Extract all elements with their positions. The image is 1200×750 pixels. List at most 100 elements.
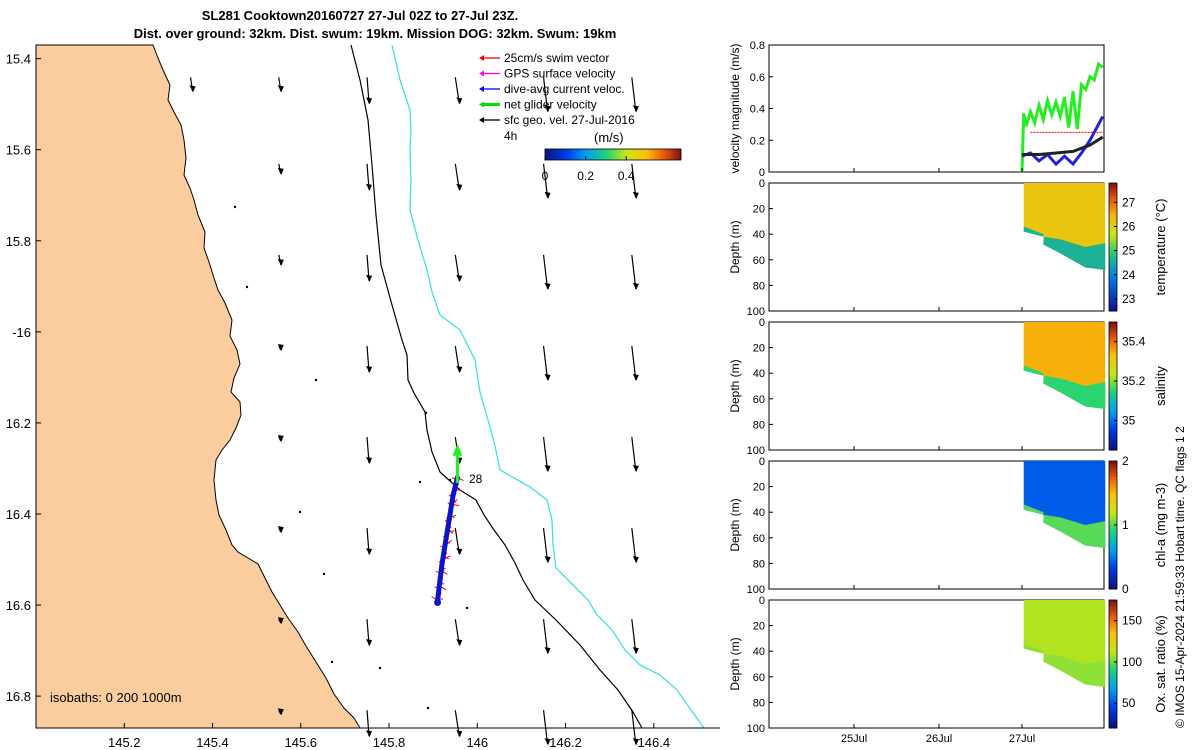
- section-colorbar-swatch: [1109, 521, 1117, 526]
- colorbar-swatch: [557, 149, 560, 160]
- map-y-tick-label: 16.2: [6, 416, 31, 431]
- section-colorbar-swatch: [1109, 654, 1117, 659]
- section-colorbar-swatch: [1109, 331, 1117, 336]
- section-colorbar-tick-label: 50: [1122, 696, 1136, 710]
- section-colorbar-swatch: [1109, 708, 1117, 713]
- colorbar-swatch: [583, 149, 586, 160]
- depth-tick-label: 20: [753, 621, 765, 633]
- arrow-head: [632, 373, 639, 381]
- section-colorbar-swatch: [1109, 680, 1117, 684]
- colorbar-swatch: [651, 149, 654, 160]
- section-colorbar-swatch: [1109, 609, 1117, 614]
- section-colorbar-swatch: [1109, 405, 1117, 409]
- arrow-head: [456, 548, 463, 556]
- arrow-head: [456, 730, 463, 738]
- map-x-tick-label: 146: [466, 735, 488, 750]
- colorbar-swatch: [585, 149, 588, 160]
- depth-axis-label: Depth (m): [728, 637, 742, 690]
- colorbar-swatch: [589, 149, 592, 160]
- section-colorbar-swatch: [1109, 291, 1117, 296]
- land-area: [35, 44, 361, 729]
- section-colorbar-swatch: [1109, 573, 1117, 577]
- reef-dot: [426, 706, 430, 710]
- section-colorbar-swatch: [1109, 421, 1117, 425]
- colorbar-swatch: [671, 149, 674, 160]
- colorbar-swatch: [555, 149, 558, 160]
- map-y-tick-label: 15.8: [6, 234, 31, 249]
- geo-velocity-arrow: [542, 345, 551, 381]
- section-panel: 0 20 40 60 80 100 Depth (m) 27 26 25 24 23 temperatu…: [728, 178, 1168, 318]
- geo-velocity-arrow: [366, 163, 373, 191]
- arrow-head: [632, 105, 639, 113]
- velocity-series-line: [1020, 61, 1104, 173]
- depth-axis-label: Depth (m): [728, 498, 742, 551]
- depth-tick-label: 0: [759, 595, 765, 607]
- geo-velocity-arrow: [454, 163, 463, 191]
- velocity-series-line: [1022, 135, 1104, 157]
- section-colorbar-swatch: [1109, 183, 1117, 187]
- map-y-tick-label: 15.4: [6, 52, 31, 67]
- arrow-shaft: [631, 619, 637, 654]
- section-colorbar-swatch: [1109, 699, 1117, 703]
- arrow-head: [277, 708, 284, 716]
- section-colorbar-swatch: [1109, 227, 1117, 232]
- colorbar-swatch: [673, 149, 676, 160]
- section-colorbar-swatch: [1109, 386, 1117, 390]
- track-annotation: 28: [469, 472, 483, 486]
- arrow-head: [632, 191, 639, 199]
- section-colorbar-swatch: [1109, 557, 1117, 561]
- arrow-shaft: [631, 710, 637, 745]
- section-colorbar-swatch: [1109, 600, 1117, 604]
- section-colorbar-swatch: [1109, 285, 1117, 290]
- colorbar-swatch: [669, 149, 672, 160]
- depth-tick-label: 60: [753, 533, 765, 545]
- colorbar-swatch: [645, 149, 648, 160]
- section-colorbar-swatch: [1109, 493, 1117, 497]
- legend-label: sfc geo. vel. 27-Jul-2016: [504, 113, 635, 127]
- colorbar-swatch: [621, 149, 624, 160]
- date-tick-label: 25Jul: [841, 733, 867, 745]
- section-colorbar-swatch: [1109, 632, 1117, 636]
- arrow-head: [632, 647, 639, 655]
- arrow-shaft: [542, 710, 549, 745]
- reef-dot: [378, 666, 382, 670]
- arrow-shaft: [631, 163, 637, 198]
- section-colorbar-swatch: [1109, 612, 1117, 617]
- arrow-shaft: [542, 436, 549, 472]
- colorbar-swatch: [547, 149, 550, 160]
- arrow-head: [456, 274, 463, 282]
- geo-velocity-arrow: [542, 163, 551, 199]
- velocity-axes-frame: [768, 44, 1105, 173]
- legend-arrowhead: [479, 86, 484, 92]
- arrow-shaft: [542, 619, 549, 654]
- depth-tick-label: 0: [759, 317, 765, 329]
- arrow-head: [366, 365, 373, 373]
- section-colorbar-swatch: [1109, 657, 1117, 662]
- legend-arrowhead: [479, 55, 484, 61]
- reef-dot: [418, 480, 422, 484]
- colorbar-swatch: [647, 149, 650, 160]
- section-colorbar-swatch: [1109, 224, 1117, 229]
- depth-tick-label: 60: [753, 672, 765, 684]
- isobath-1000m: [391, 44, 705, 729]
- section-colorbar-swatch: [1109, 477, 1117, 481]
- geo-velocity-arrow: [631, 254, 639, 290]
- section-colorbar-swatch: [1109, 434, 1117, 438]
- section-colorbar-swatch: [1109, 373, 1117, 377]
- depth-tick-label: 100: [747, 445, 765, 457]
- arrow-shaft: [542, 528, 549, 563]
- section-colorbar-swatch: [1109, 648, 1117, 652]
- colorbar-swatch: [619, 149, 622, 160]
- reef-dot: [245, 285, 249, 289]
- section-colorbar-swatch: [1109, 625, 1117, 630]
- section-colorbar-swatch: [1109, 344, 1117, 349]
- colorbar-swatch: [581, 149, 584, 160]
- section-colorbar-tick-label: 35.4: [1122, 335, 1146, 349]
- depth-tick-label: 100: [747, 584, 765, 596]
- colorbar-swatch: [591, 149, 594, 160]
- colorbar-swatch: [553, 149, 556, 160]
- section-colorbar-swatch: [1109, 673, 1117, 678]
- colorbar-swatch: [627, 149, 630, 160]
- geo-velocity-arrow: [542, 254, 551, 290]
